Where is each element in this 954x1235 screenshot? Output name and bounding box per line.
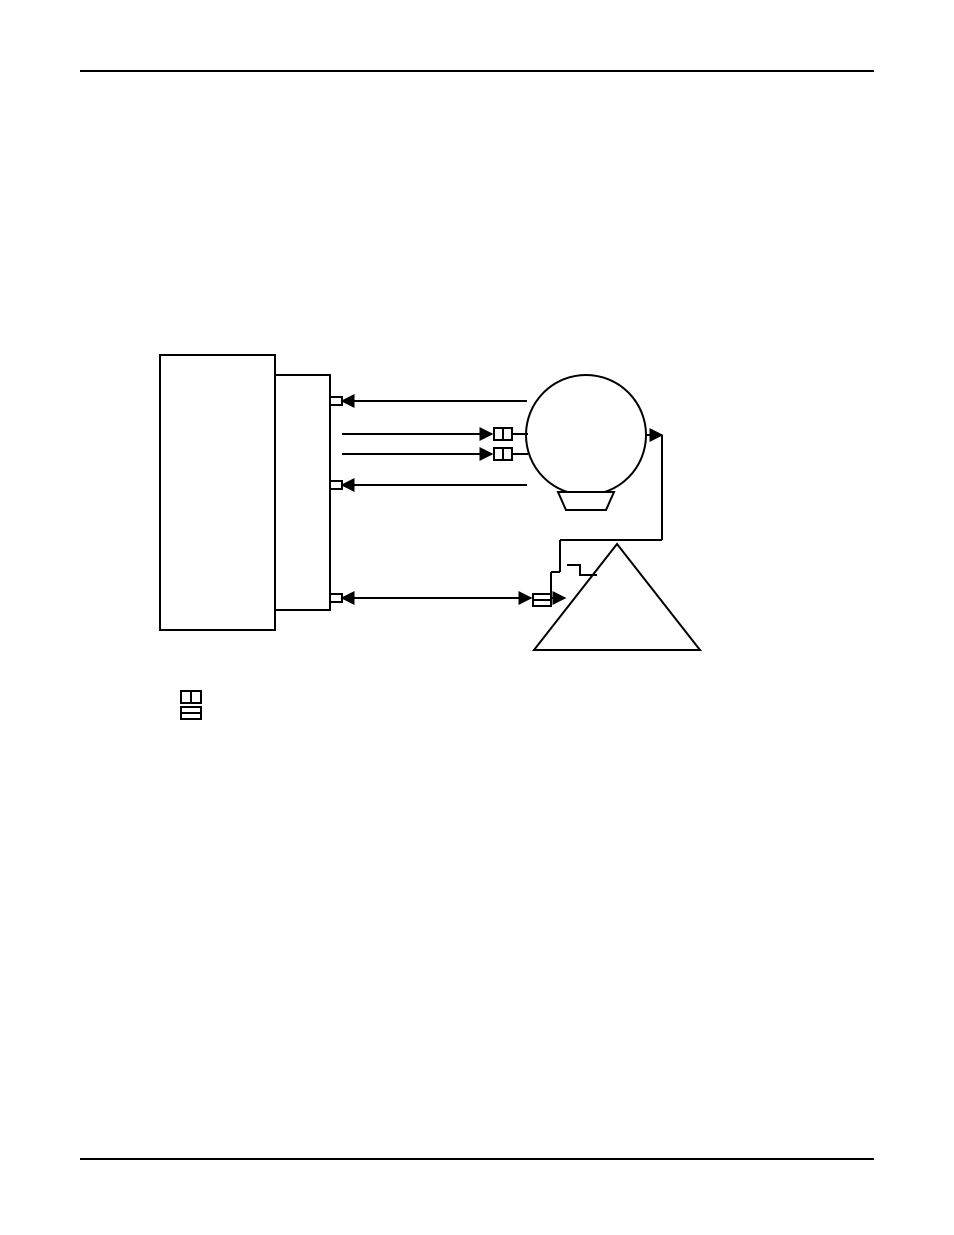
legend-row-1 [180,690,212,704]
legend-row-2 [180,706,212,720]
legend [180,690,212,722]
system-diagram [0,0,954,1235]
